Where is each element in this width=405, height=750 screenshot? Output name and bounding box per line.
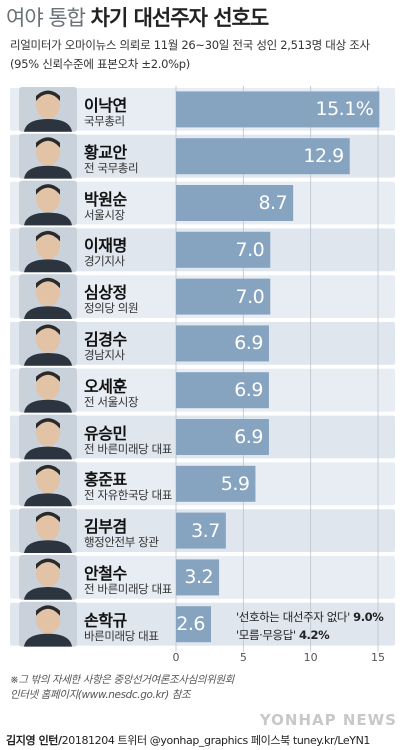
candidate-position: 전 자유한국당 대표	[84, 488, 172, 503]
bar	[176, 512, 226, 549]
candidate-position: 정의당 의원	[84, 301, 139, 316]
candidate-position: 전 바른미래당 대표	[84, 582, 172, 596]
candidate-position: 전 국무총리	[84, 160, 139, 175]
candidate-name: 유승민	[84, 423, 127, 443]
avatar-icon	[19, 321, 77, 366]
bar-value-label: 8.7	[258, 192, 288, 214]
yonhap-logo: YONHAP NEWS	[259, 711, 397, 729]
avatar-icon	[19, 601, 77, 647]
x-tick-label: 0	[172, 651, 180, 664]
candidate-position: 행정안전부 장관	[84, 535, 159, 550]
candidate-name: 홍준표	[84, 470, 127, 490]
bar-value-label: 12.9	[303, 145, 344, 168]
credit-meta: 20181204 트위터 @yonhap_graphics 페이스북 tuney…	[61, 734, 371, 747]
candidate-position: 국무총리	[84, 114, 125, 128]
x-tick-label: 5	[239, 651, 247, 664]
bar	[176, 606, 212, 643]
bar-value-label: 3.7	[191, 519, 220, 542]
footnote-line-2: 인터넷 홈페이지(www.nesdc.go.kr) 참조	[10, 689, 191, 701]
bar-value-label: 6.9	[234, 332, 263, 355]
title-prefix: 여야 통합	[6, 6, 86, 30]
title-main: 차기 대선주자 선호도	[90, 6, 270, 30]
credit-line: 김지영 인턴/20181204 트위터 @yonhap_graphics 페이스…	[6, 732, 370, 748]
bar	[176, 278, 271, 315]
survey-description: 리얼미터가 오마이뉴스 의뢰로 11월 26~30일 전국 성인 2,513명 …	[10, 38, 370, 52]
candidate-position: 경남지사	[84, 348, 125, 362]
candidate-position: 전 서울시장	[84, 394, 139, 409]
avatar-icon	[19, 180, 77, 226]
x-tick-label: 15	[371, 651, 385, 664]
candidate-name: 김부겸	[84, 517, 127, 537]
bar	[176, 419, 269, 455]
bar-value-label: 7.0	[235, 285, 265, 308]
credit-author: 김지영 인턴/	[6, 734, 62, 747]
page-title: 여야 통합 차기 대선주자 선호도	[6, 2, 270, 32]
bar	[176, 138, 350, 175]
avatar-icon	[19, 461, 77, 507]
bar	[176, 91, 380, 128]
bar-value-label: 15.1%	[315, 98, 374, 121]
bar	[176, 231, 271, 268]
candidate-position: 전 바른미래당 대표	[84, 441, 172, 456]
survey-margin-of-error: (95% 신뢰수준에 표본오차 ±2.0%p)	[10, 57, 190, 71]
candidate-position: 서울시장	[84, 207, 125, 222]
avatar-icon	[19, 508, 77, 553]
avatar-icon	[19, 227, 77, 273]
candidate-position: 경기지사	[84, 254, 125, 269]
candidate-name: 이재명	[84, 236, 127, 256]
avatar-icon	[19, 133, 77, 179]
bar-value-label: 5.9	[220, 472, 250, 495]
footnote-line-1: ※그 밖의 자세한 사항은 중앙선거여론조사심의위원회	[10, 674, 234, 686]
bar	[176, 185, 294, 221]
avatar-icon	[19, 274, 77, 319]
candidate-name: 박원순	[84, 189, 127, 209]
candidate-name: 오세훈	[84, 376, 127, 396]
candidate-name: 황교안	[84, 142, 127, 162]
candidate-name: 이낙연	[84, 96, 127, 115]
bar	[176, 465, 256, 502]
candidate-name: 김경수	[84, 330, 127, 349]
avatar-icon	[19, 414, 77, 460]
avatar-icon	[19, 87, 77, 132]
candidate-position: 바른미래당 대표	[84, 628, 159, 643]
avatar-icon	[19, 367, 77, 413]
bar	[176, 372, 269, 409]
bar-value-label: 3.2	[184, 566, 214, 589]
bar-value-label: 6.9	[234, 379, 263, 402]
annotation-no-preference: '선호하는 대선주자 없다' 9.0%	[236, 610, 384, 624]
x-tick-label: 10	[303, 651, 318, 664]
bar-value-label: 7.0	[235, 238, 265, 261]
candidate-name: 안철수	[84, 564, 127, 583]
bar-value-label: 2.6	[176, 613, 205, 636]
bar-value-label: 6.9	[234, 426, 263, 448]
candidate-name: 심상정	[84, 283, 127, 303]
bar	[176, 325, 269, 362]
candidate-name: 손학규	[84, 610, 127, 630]
annotation-dont-know: '모름·무응답' 4.2%	[236, 628, 330, 642]
avatar-icon	[19, 555, 77, 600]
bar	[176, 559, 220, 596]
